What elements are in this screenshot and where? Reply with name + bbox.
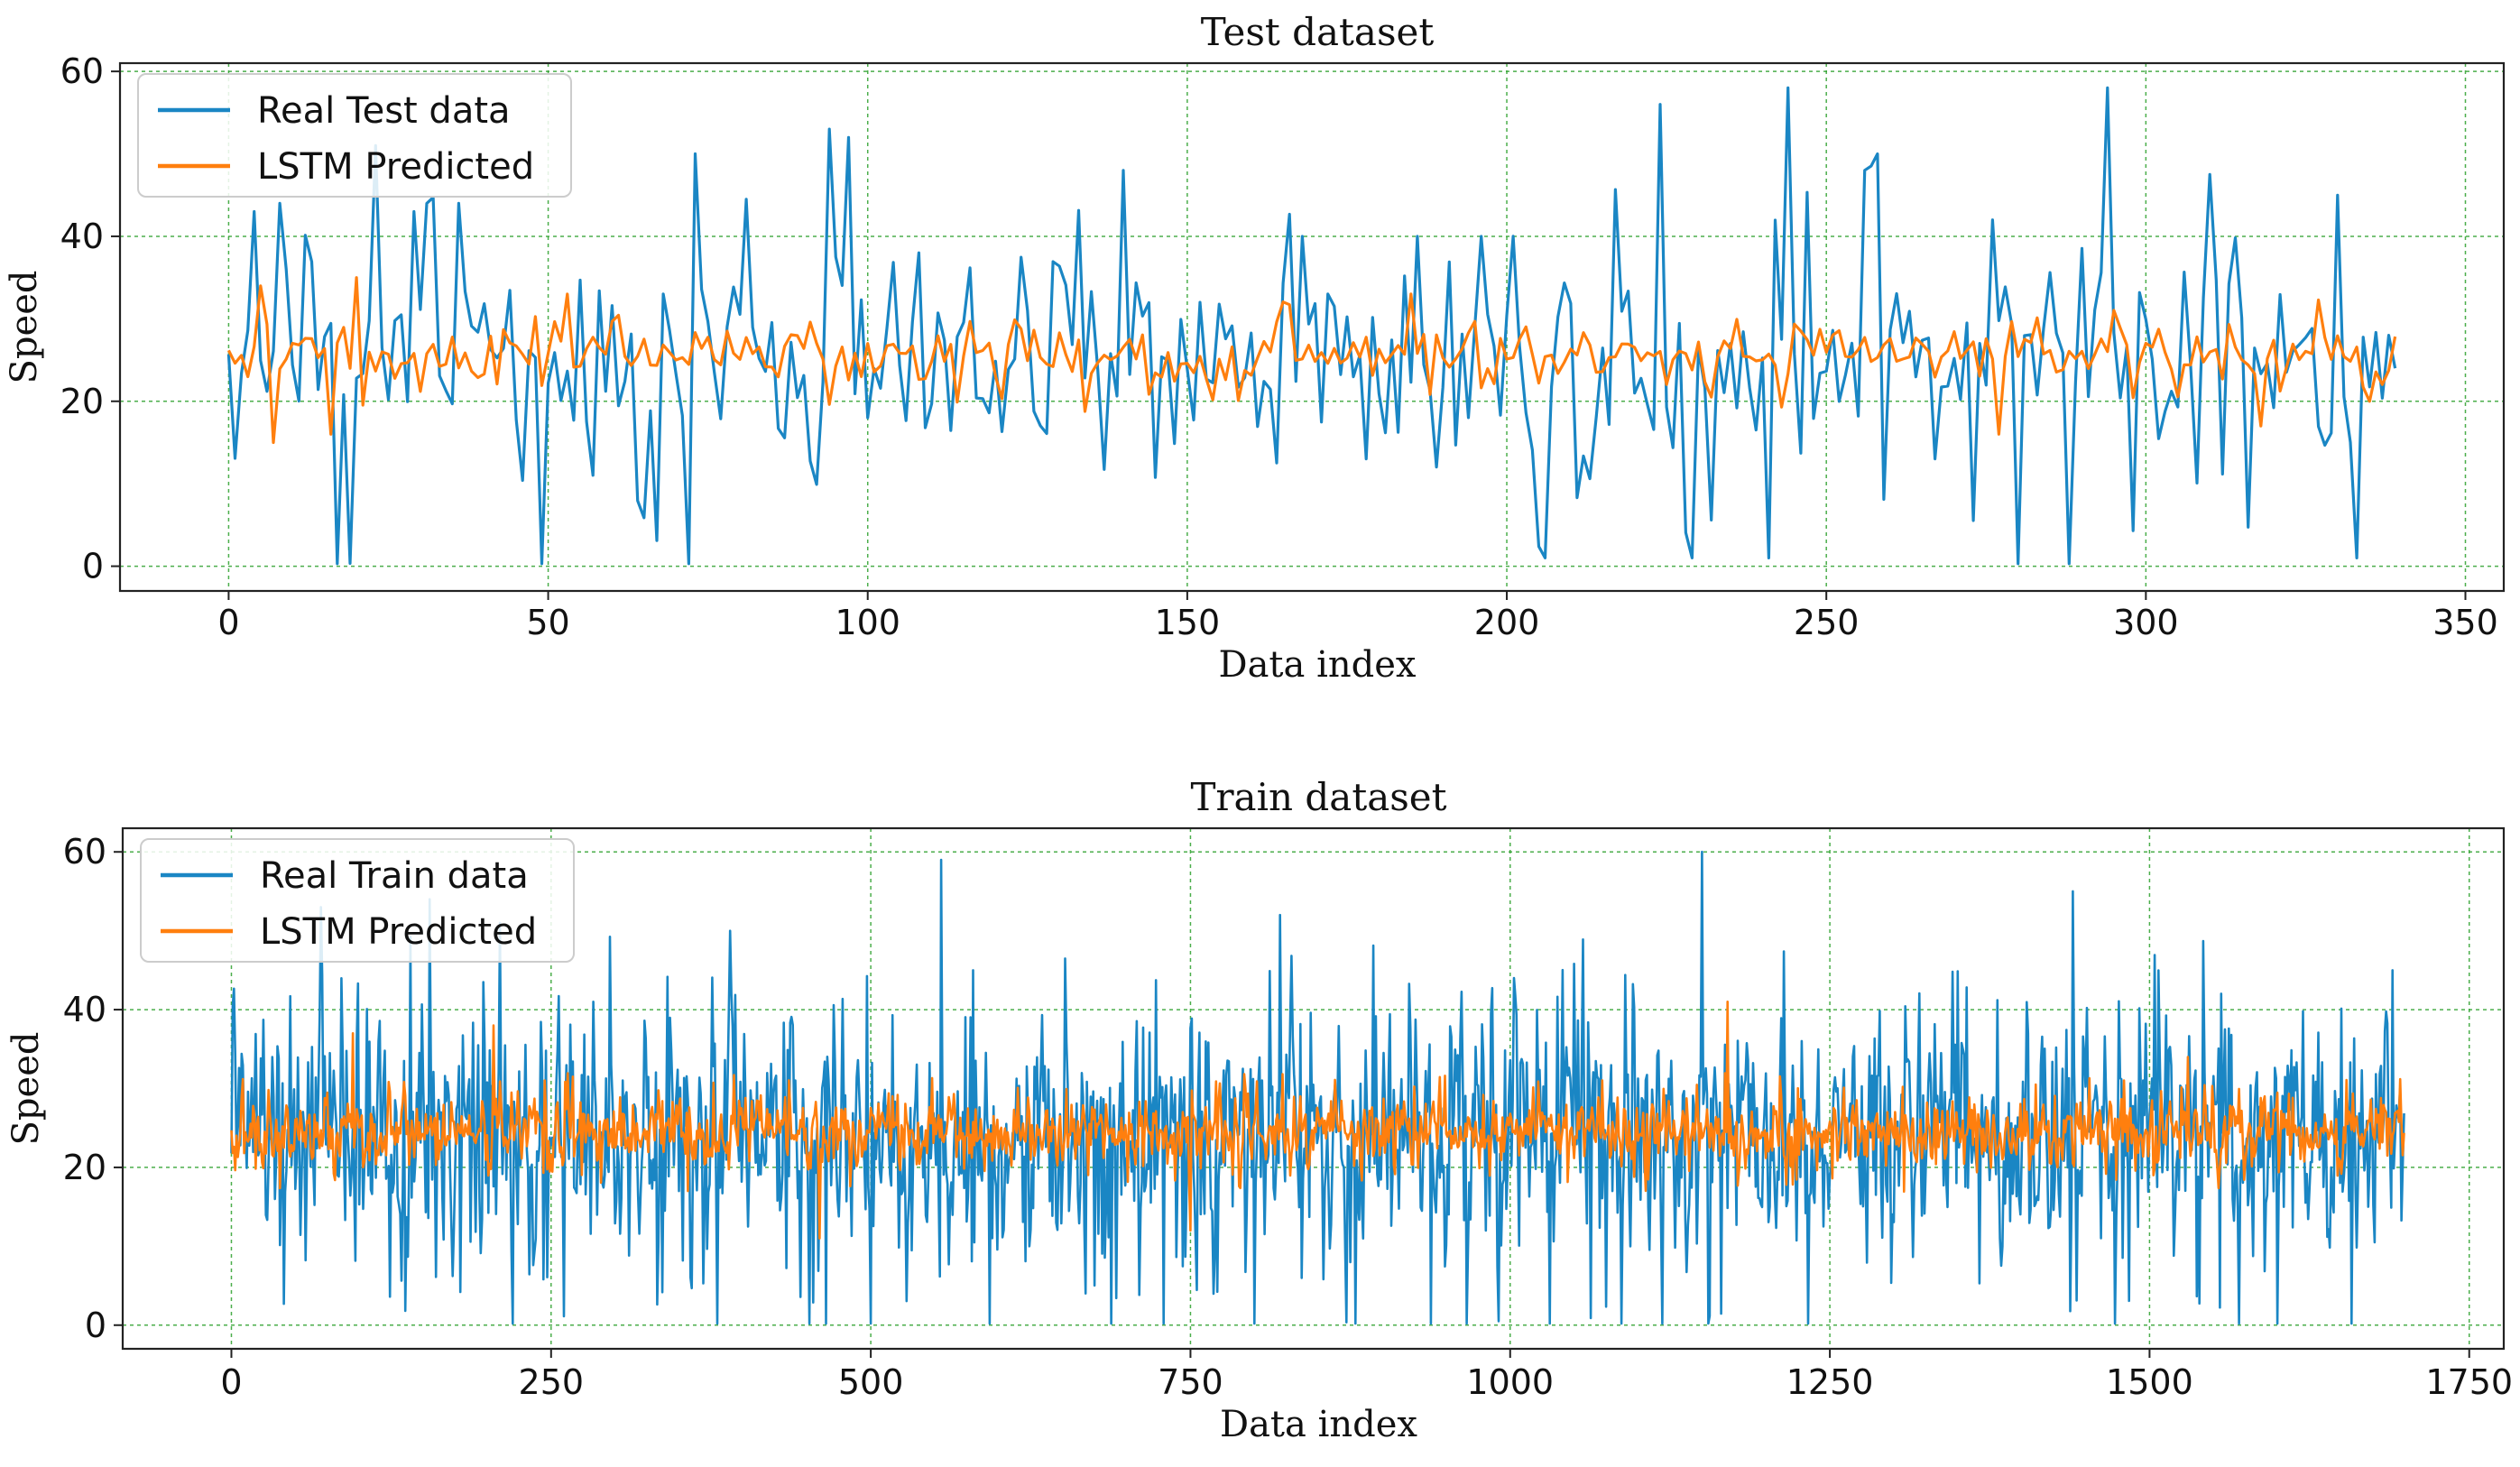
y-tick-label: 40 [63,990,106,1029]
y-tick-label: 40 [60,217,104,256]
chart-title: Train dataset [1190,775,1446,819]
legend-label: Real Train data [260,855,529,897]
legend-box [137,73,572,198]
series-line-predicted [230,1001,2405,1240]
series-line-real [230,850,2405,1325]
series-line-real [226,86,2397,566]
y-tick-label: 0 [85,1306,106,1345]
x-tick-label: 50 [526,603,569,642]
y-tick-label: 20 [63,1148,106,1187]
legend: Real Train data LSTM Predicted [140,838,575,963]
x-tick-label: 0 [217,603,239,642]
x-axis-label: Data index [1220,1404,1417,1445]
x-tick-label: 250 [519,1362,585,1402]
y-tick-label: 0 [82,547,104,586]
y-tick-label: 60 [60,51,104,91]
y-axis-label: Speed [5,1032,47,1146]
legend: Real Test data LSTM Predicted [137,73,572,198]
x-tick-label: 1750 [2425,1362,2513,1402]
x-tick-label: 150 [1155,603,1221,642]
y-tick-label: 20 [60,382,104,421]
x-tick-label: 250 [1794,603,1860,642]
x-tick-label: 300 [2113,603,2179,642]
legend-box [140,838,575,963]
x-tick-label: 350 [2432,603,2498,642]
series-line-predicted [226,276,2397,445]
x-tick-label: 1250 [1786,1362,1874,1402]
x-tick-label: 1500 [2106,1362,2193,1402]
plot-frame [121,826,2506,1351]
y-axis-label: Speed [4,271,45,384]
subplot-test: 0 50 100 150 200 250 300 350 0 20 40 60 Test dataset… [4,10,2506,686]
x-tick-label: 1000 [1466,1362,1554,1402]
x-tick-label: 750 [1158,1362,1223,1402]
legend-label: Real Test data [257,90,511,132]
x-tick-label: 500 [838,1362,904,1402]
y-tick-label: 60 [63,832,106,872]
x-tick-label: 200 [1474,603,1540,642]
legend-label: LSTM Predicted [260,911,537,953]
x-tick-label: 100 [835,603,900,642]
chart-title: Test dataset [1201,10,1435,54]
plot-frame [118,61,2506,593]
legend-label: LSTM Predicted [257,146,534,188]
subplot-train: 0 250 500 750 1000 1250 1500 1750 0 20 40 60 Train d… [5,775,2513,1445]
x-axis-label: Data index [1219,644,1417,686]
x-tick-label: 0 [220,1362,242,1402]
